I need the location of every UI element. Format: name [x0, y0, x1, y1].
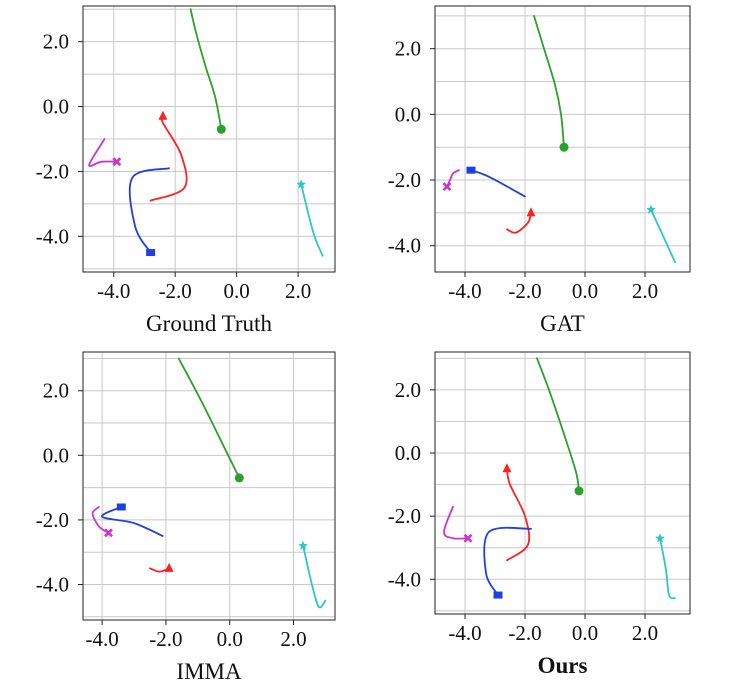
x-marker	[463, 533, 473, 543]
plot-frame	[434, 351, 691, 615]
trajectory-line	[506, 467, 531, 562]
x-tick-label: -2.0	[159, 279, 192, 303]
panel-title: GAT	[540, 311, 585, 336]
y-tick-label: -2.0	[36, 508, 69, 532]
x-tick-label: -2.0	[149, 627, 182, 651]
y-tick-label: -2.0	[388, 504, 421, 528]
circle-marker	[216, 124, 226, 134]
x-tick-label: 0.0	[217, 627, 243, 651]
x-tick-label: -2.0	[508, 621, 541, 645]
trajectory-line	[443, 505, 469, 540]
square-marker	[116, 503, 126, 511]
x-tick-label: 0.0	[224, 279, 250, 303]
panel-3: -4.0 -2.0 0.0 2.0 2.0 0.0 -2.0 -4.0 IMMA	[36, 351, 336, 682]
x-tick-label: 2.0	[285, 279, 311, 303]
trajectory-line	[506, 212, 532, 234]
plot-frame	[434, 5, 691, 273]
trajectory-line	[149, 115, 188, 202]
x-marker	[104, 528, 113, 538]
triangle-marker	[164, 562, 174, 572]
panel-title: IMMA	[176, 659, 242, 682]
x-marker	[112, 157, 122, 167]
x-tick-label: 0.0	[572, 621, 598, 645]
panel-4: -4.0 -2.0 0.0 2.0 2.0 0.0 -2.0 -4.0 Ours	[388, 351, 691, 678]
trajectory-line	[659, 537, 676, 600]
x-tick-label: 2.0	[632, 279, 658, 303]
y-tick-label: 2.0	[395, 378, 421, 402]
trajectory-line	[300, 183, 324, 257]
panel-2: -4.0 -2.0 0.0 2.0 2.0 0.0 -2.0 -4.0 GAT	[388, 5, 691, 336]
y-tick-label: 2.0	[43, 30, 69, 54]
y-tick-label: 0.0	[43, 443, 69, 467]
square-marker	[466, 166, 476, 174]
grid	[435, 352, 690, 614]
triangle-marker	[502, 463, 512, 473]
y-tick-label: -4.0	[36, 572, 69, 596]
star-marker	[298, 540, 308, 550]
x-tick-label: -4.0	[448, 621, 481, 645]
trajectory-line	[536, 357, 580, 492]
trajectory-line	[302, 544, 327, 609]
y-tick-label: -4.0	[36, 224, 69, 248]
circle-marker	[559, 142, 569, 152]
y-tick-label: 2.0	[395, 37, 421, 61]
x-tick-label: 2.0	[632, 621, 658, 645]
x-marker	[442, 182, 452, 192]
x-tick-label: -4.0	[448, 279, 481, 303]
y-tick-label: 0.0	[395, 441, 421, 465]
x-tick-label: 2.0	[280, 627, 306, 651]
square-marker	[493, 591, 503, 599]
trajectory-line	[177, 357, 241, 479]
circle-marker	[234, 473, 244, 483]
y-tick-label: 0.0	[43, 95, 69, 119]
square-marker	[146, 249, 156, 257]
trajectory-line	[533, 15, 565, 149]
trajectory-line	[483, 526, 532, 596]
triangle-marker	[158, 110, 168, 120]
trajectory-line	[128, 167, 170, 254]
trajectory-line	[650, 208, 676, 263]
trajectory-line	[101, 506, 164, 537]
trajectory-line	[88, 138, 118, 167]
star-marker	[296, 179, 306, 189]
trajectory-line	[189, 8, 223, 133]
grid	[83, 352, 335, 620]
plot-frame	[82, 351, 336, 621]
panel-title: Ours	[538, 653, 588, 678]
triangle-marker	[526, 207, 536, 217]
x-tick-label: -2.0	[508, 279, 541, 303]
y-tick-label: 2.0	[43, 379, 69, 403]
trajectory-line	[470, 169, 526, 198]
circle-marker	[574, 486, 584, 496]
x-tick-label: -4.0	[97, 279, 130, 303]
grid	[435, 6, 690, 272]
panel-title: Ground Truth	[146, 311, 272, 336]
y-tick-label: -4.0	[388, 234, 421, 258]
star-marker	[655, 533, 665, 543]
y-tick-label: -4.0	[388, 567, 421, 591]
panel-1: -4.0 -2.0 0.0 2.0 2.0 0.0 -2.0 -4.0 Ground Truth	[36, 5, 336, 336]
x-tick-label: 0.0	[572, 279, 598, 303]
y-tick-label: -2.0	[36, 159, 69, 183]
x-tick-label: -4.0	[86, 627, 119, 651]
trajectory-line	[91, 506, 110, 534]
star-marker	[646, 204, 656, 214]
y-tick-label: 0.0	[395, 102, 421, 126]
grid	[83, 6, 335, 272]
y-tick-label: -2.0	[388, 168, 421, 192]
plot-frame	[82, 5, 336, 273]
